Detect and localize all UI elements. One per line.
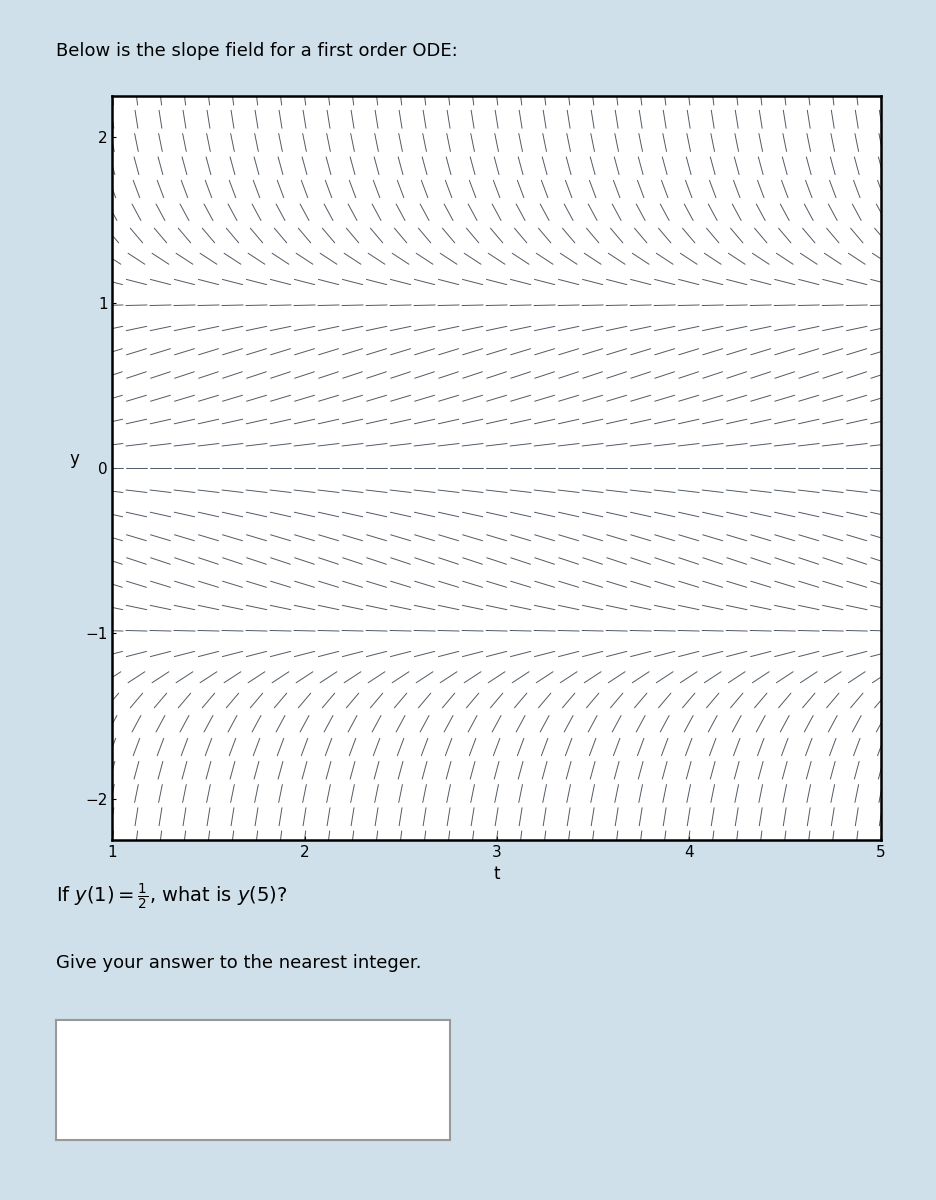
X-axis label: t: t <box>493 865 499 883</box>
Text: Below is the slope field for a first order ODE:: Below is the slope field for a first ord… <box>56 42 458 60</box>
Text: Give your answer to the nearest integer.: Give your answer to the nearest integer. <box>56 954 421 972</box>
Text: If $y(1) = \frac{1}{2}$, what is $y(5)$?: If $y(1) = \frac{1}{2}$, what is $y(5)$? <box>56 882 287 912</box>
Y-axis label: y: y <box>69 450 79 468</box>
